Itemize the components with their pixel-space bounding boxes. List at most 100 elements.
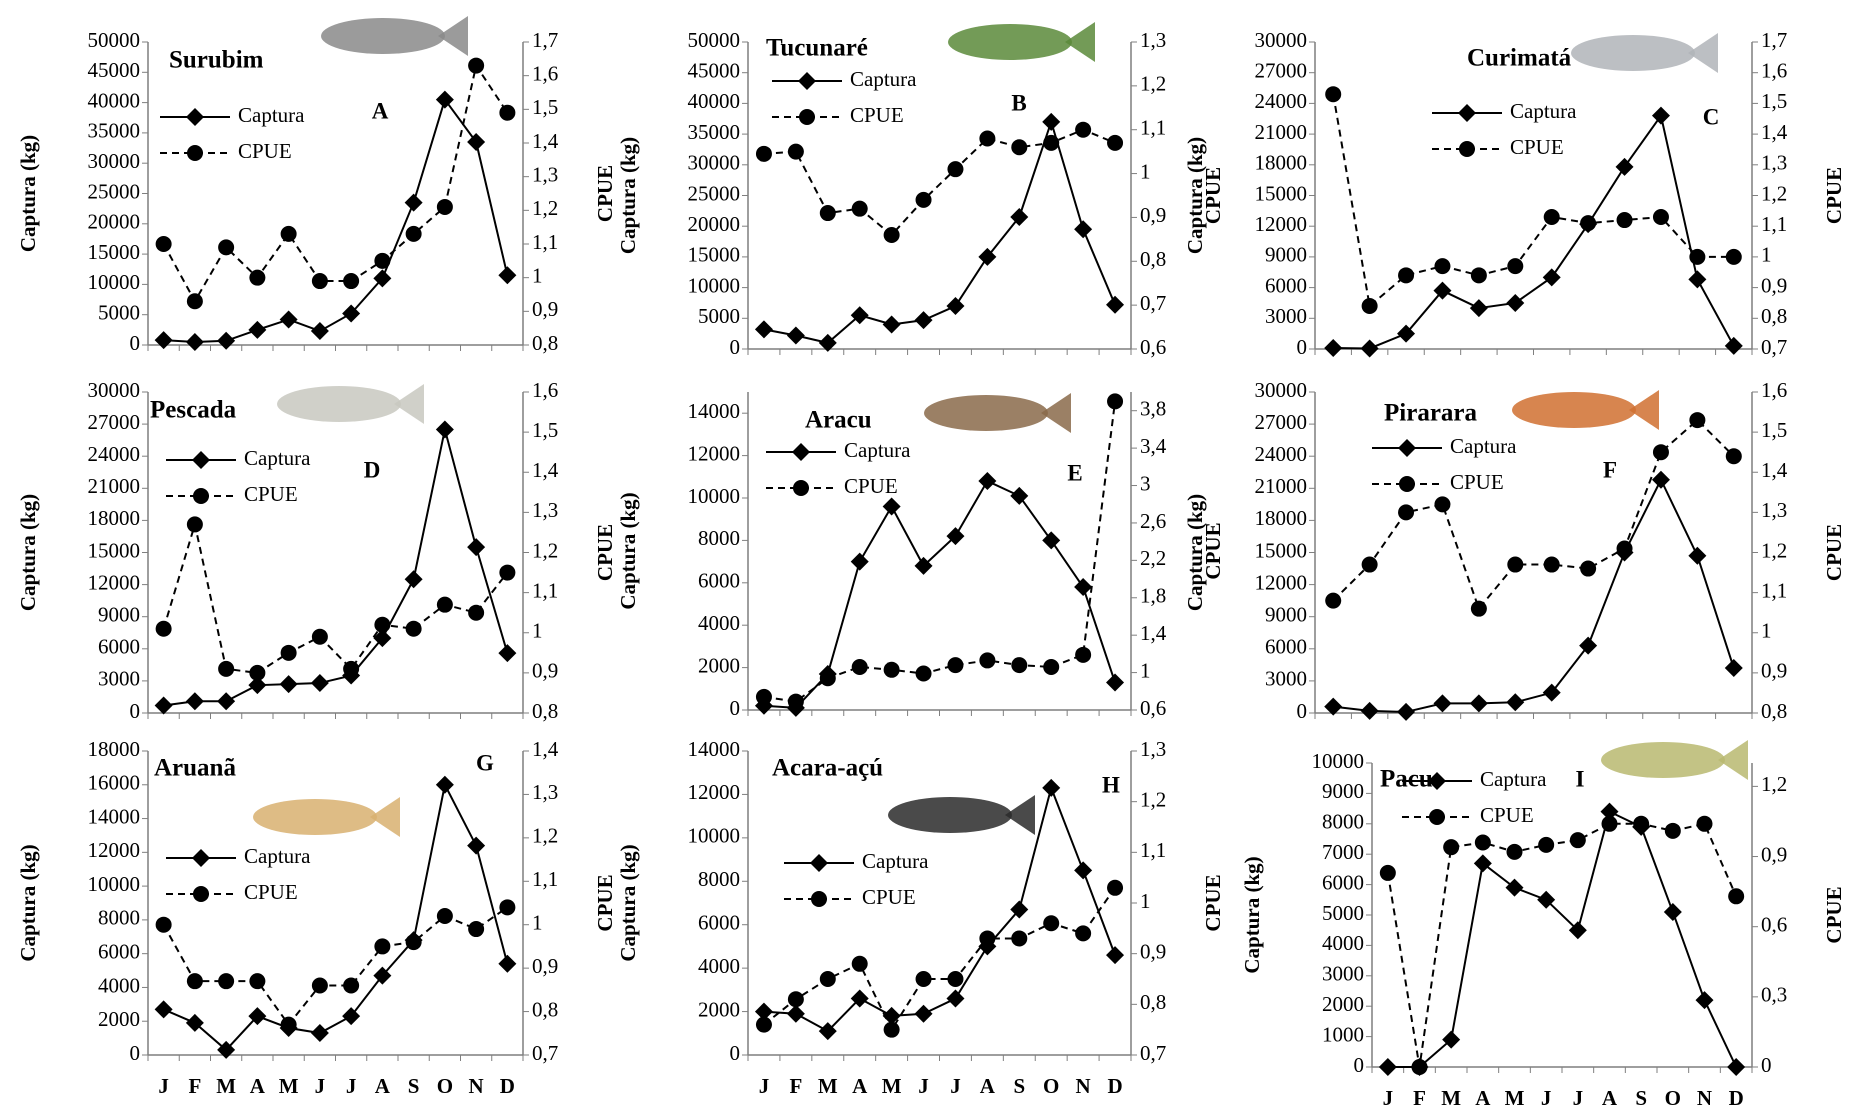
point xyxy=(279,675,298,694)
point xyxy=(155,620,172,637)
x-tick-label: J xyxy=(1573,1086,1584,1110)
y2-tick-label: 0,8 xyxy=(1140,247,1166,271)
point xyxy=(1398,267,1415,284)
point xyxy=(1506,293,1525,312)
point xyxy=(1043,915,1060,932)
point xyxy=(1600,802,1619,821)
point xyxy=(311,977,328,994)
point xyxy=(218,660,235,677)
y2-tick-label: 1,2 xyxy=(1140,72,1166,96)
point xyxy=(1473,854,1492,873)
fish-tail xyxy=(394,384,424,424)
point xyxy=(978,472,997,491)
y-axis-label: Captura (kg) xyxy=(1183,494,1207,611)
y-tick-label: 14000 xyxy=(688,399,741,423)
point xyxy=(979,930,996,947)
point xyxy=(1568,921,1587,940)
point xyxy=(185,692,204,711)
y-tick-label: 30000 xyxy=(1255,28,1308,52)
point xyxy=(1538,836,1555,853)
chart-title: Pescada xyxy=(150,397,237,424)
y-tick-label: 16000 xyxy=(88,771,141,795)
y-tick-label: 6000 xyxy=(1322,870,1364,894)
point xyxy=(947,971,964,987)
y-tick-label: 0 xyxy=(130,1041,141,1065)
x-tick-label: F xyxy=(1413,1086,1426,1110)
point xyxy=(1010,900,1029,919)
point xyxy=(1727,1058,1746,1076)
legend-marker xyxy=(792,443,810,461)
y2-axis-label: CPUE xyxy=(1822,524,1846,581)
y-axis-label: Captura (kg) xyxy=(1183,137,1207,254)
point xyxy=(1443,839,1460,856)
point xyxy=(1106,946,1125,965)
legend-label: CPUE xyxy=(844,474,898,498)
point xyxy=(468,57,485,74)
chart-title: Acara-açú xyxy=(772,755,883,782)
x-tick-label: N xyxy=(469,1074,484,1098)
y-tick-label: 3000 xyxy=(1265,667,1307,691)
x-tick-label: M xyxy=(216,1074,236,1098)
point xyxy=(1469,694,1488,713)
point xyxy=(1724,336,1743,355)
y-tick-label: 30000 xyxy=(688,151,741,175)
y-tick-label: 6000 xyxy=(698,911,740,935)
y2-tick-label: 1,4 xyxy=(532,737,559,761)
series-line xyxy=(763,887,1116,1032)
panel-letter: C xyxy=(1703,104,1720,129)
y2-tick-label: 1,7 xyxy=(532,28,558,52)
y-tick-label: 0 xyxy=(130,699,141,723)
x-tick-label: M xyxy=(818,1074,838,1098)
point xyxy=(1507,258,1524,275)
y-tick-label: 24000 xyxy=(1255,89,1308,113)
point xyxy=(946,989,965,1008)
point xyxy=(185,332,204,351)
y2-tick-label: 1 xyxy=(1761,619,1772,643)
x-tick-label: A xyxy=(250,1074,266,1098)
point xyxy=(1652,208,1669,225)
point xyxy=(498,954,517,973)
point xyxy=(373,966,392,985)
legend-label: Captura xyxy=(1450,434,1517,458)
y-tick-label: 20000 xyxy=(88,210,141,234)
y-tick-label: 0 xyxy=(730,1041,741,1065)
point xyxy=(1543,556,1560,573)
y2-tick-label: 1,6 xyxy=(532,378,558,402)
y-tick-label: 25000 xyxy=(88,179,141,203)
chart-title: Tucunaré xyxy=(766,35,868,62)
chart-title: Aruanã xyxy=(154,755,236,782)
point xyxy=(1379,864,1396,881)
point xyxy=(946,527,965,546)
y2-tick-label: 1,2 xyxy=(532,538,558,562)
x-tick-label: O xyxy=(1665,1086,1681,1110)
legend-marker xyxy=(1459,141,1475,157)
x-tick-label: M xyxy=(279,1074,299,1098)
series-line xyxy=(163,429,509,707)
y-tick-label: 4000 xyxy=(98,973,140,997)
point xyxy=(1324,697,1343,716)
point xyxy=(343,273,360,290)
point xyxy=(1325,86,1342,103)
point xyxy=(915,971,932,987)
y2-tick-label: 0,8 xyxy=(532,331,558,355)
point xyxy=(467,538,486,557)
y2-tick-label: 1,4 xyxy=(1140,621,1167,645)
point xyxy=(1325,592,1342,609)
y2-tick-label: 1 xyxy=(1140,889,1151,913)
fish-body xyxy=(1601,742,1725,778)
y-tick-label: 10000 xyxy=(88,270,141,294)
point xyxy=(311,628,328,645)
y-tick-label: 18000 xyxy=(1255,151,1308,175)
point xyxy=(1433,281,1452,300)
point xyxy=(1580,560,1597,577)
legend-label: Captura xyxy=(244,844,311,868)
point xyxy=(436,596,453,613)
y2-tick-label: 0,6 xyxy=(1761,913,1787,937)
point xyxy=(1616,540,1633,557)
point xyxy=(1506,843,1523,860)
point xyxy=(498,266,517,285)
series-line xyxy=(1333,477,1735,713)
x-tick-label: F xyxy=(188,1074,201,1098)
y2-tick-label: 0,8 xyxy=(532,699,558,723)
y2-tick-label: 1,2 xyxy=(532,196,558,220)
